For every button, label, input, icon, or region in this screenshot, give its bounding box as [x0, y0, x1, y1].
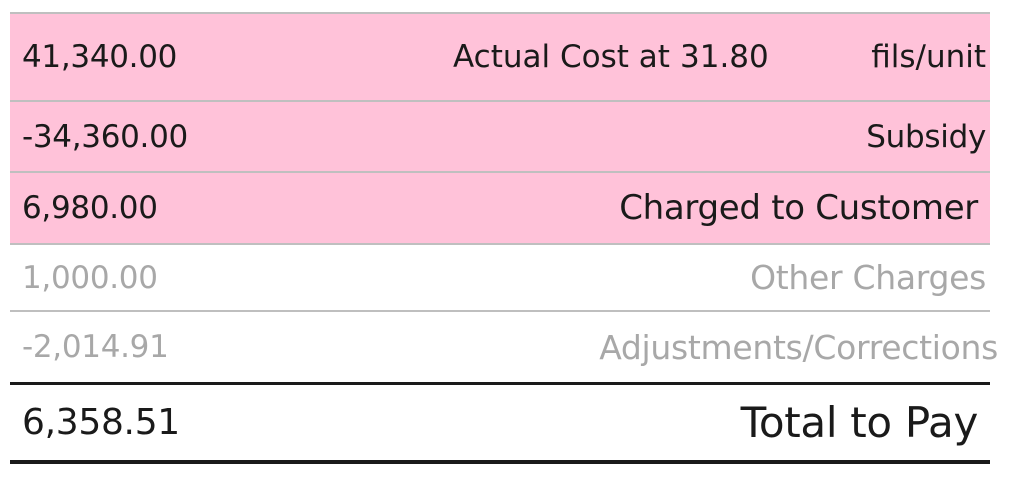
adjustments-label: Adjustments/Corrections: [599, 327, 998, 367]
rate-unit: fils/unit: [871, 39, 986, 75]
charged-amount: 6,980.00: [22, 190, 158, 226]
subsidy-amount: -34,360.00: [22, 118, 188, 155]
adjustments-amount: -2,014.91: [22, 329, 169, 365]
other-charges-label: Other Charges: [750, 258, 986, 297]
subsidy-row: -34,360.00 Subsidy: [10, 100, 990, 171]
other-charges-row: 1,000.00 Other Charges: [10, 243, 990, 310]
total-label: Total to Pay: [740, 398, 979, 447]
other-charges-amount: 1,000.00: [22, 259, 158, 296]
actual-cost-amount: 41,340.00: [22, 39, 178, 75]
rate-value: 31.80: [680, 39, 769, 75]
adjustments-row: -2,014.91 Adjustments/Corrections: [10, 310, 998, 382]
actual-cost-label: Actual Cost at: [453, 39, 670, 75]
bill-summary-table: 41,340.00 Actual Cost at 31.80 fils/unit…: [10, 12, 998, 464]
charged-row: 6,980.00 Charged to Customer: [10, 171, 990, 243]
actual-cost-row: 41,340.00 Actual Cost at 31.80 fils/unit: [10, 12, 990, 100]
charged-label: Charged to Customer: [619, 188, 978, 228]
total-amount: 6,358.51: [22, 402, 180, 443]
total-row: 6,358.51 Total to Pay: [10, 382, 990, 464]
subsidy-label: Subsidy: [866, 118, 986, 155]
